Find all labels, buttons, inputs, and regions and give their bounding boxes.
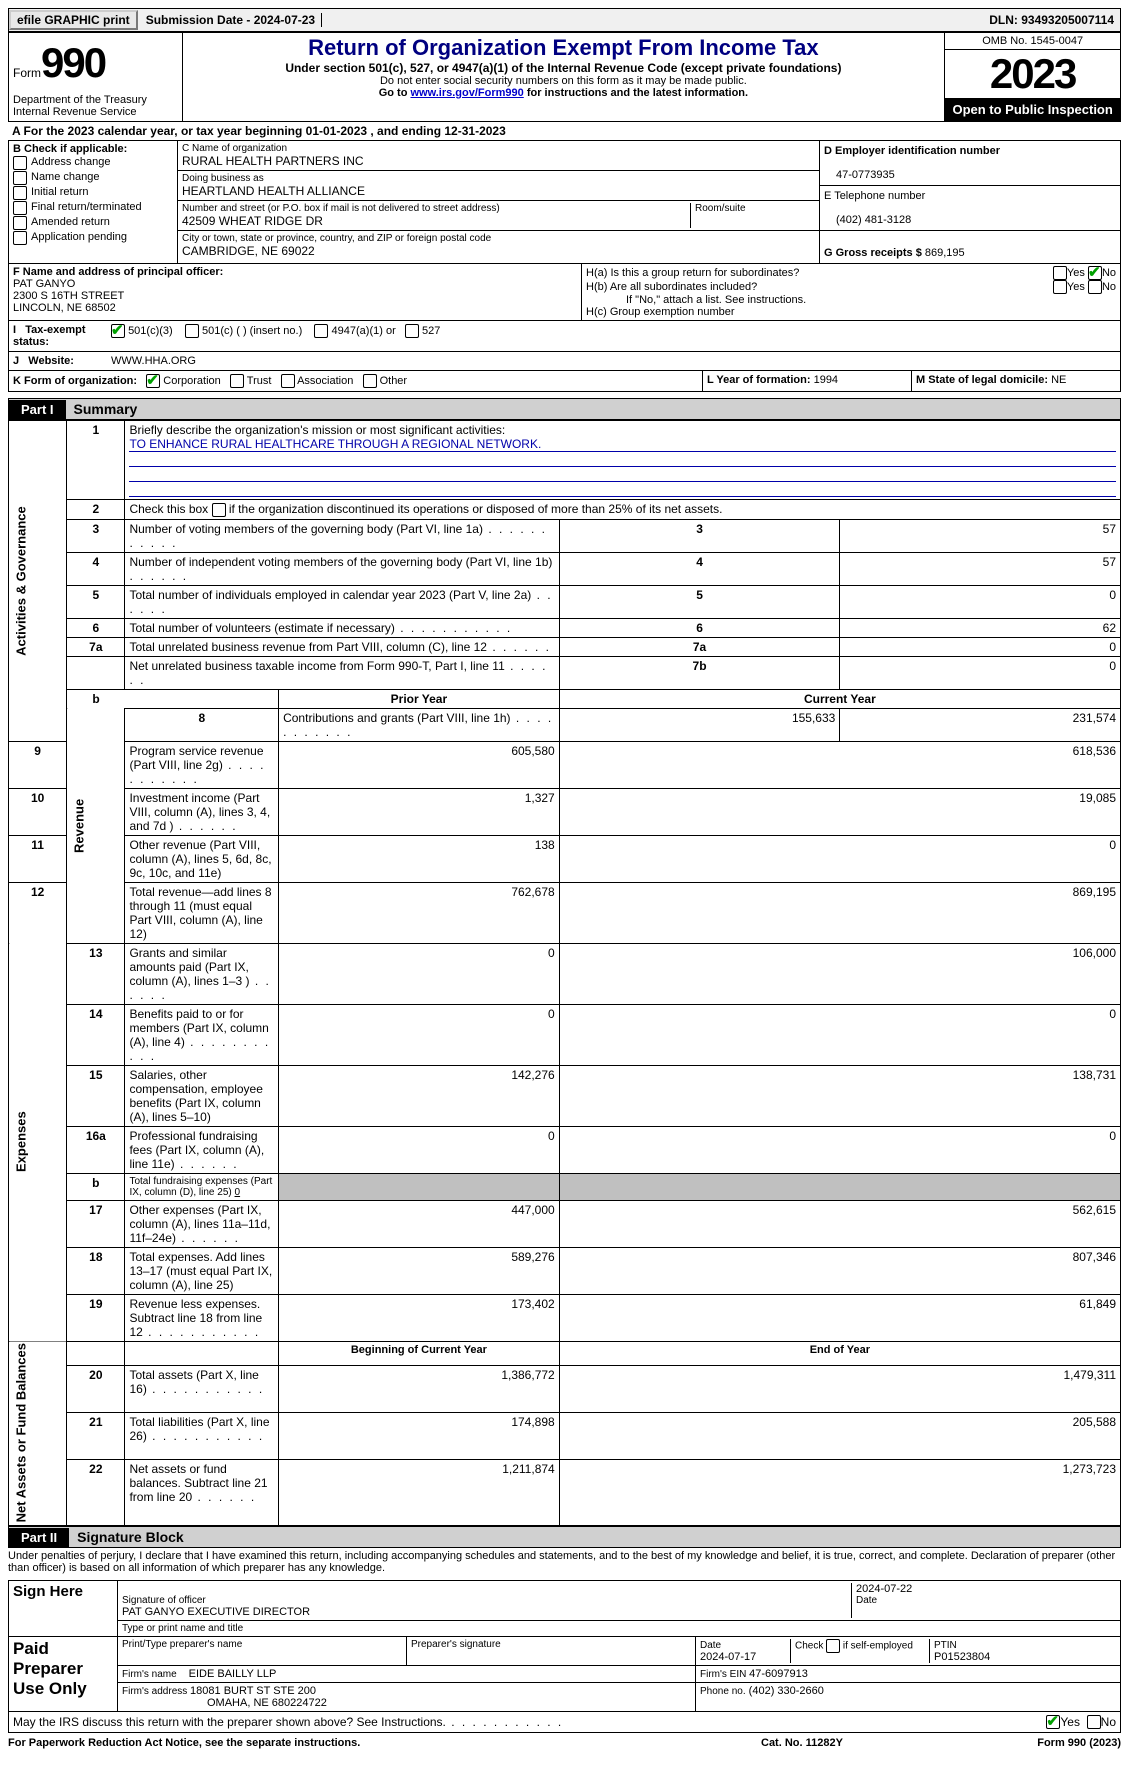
- cb-other[interactable]: [363, 374, 377, 388]
- cb-address-change[interactable]: [13, 156, 27, 170]
- cb-app-pending[interactable]: [13, 231, 27, 245]
- form-title: Return of Organization Exempt From Incom…: [187, 35, 941, 61]
- box-j-label: J Website:: [9, 352, 107, 370]
- box-l: L Year of formation: 1994: [702, 371, 911, 391]
- cb-amended[interactable]: [13, 216, 27, 230]
- efile-print-button[interactable]: efile GRAPHIC print: [9, 10, 138, 30]
- section-b-c: B Check if applicable: Address change Na…: [8, 141, 1121, 264]
- section-net: Net Assets or Fund Balances: [9, 1341, 67, 1525]
- section-exp: Expenses: [9, 943, 67, 1341]
- cb-assoc[interactable]: [281, 374, 295, 388]
- dept-treasury: Department of the TreasuryInternal Reven…: [9, 92, 183, 122]
- cb-ha-no[interactable]: [1088, 266, 1102, 280]
- box-g: G Gross receipts $ 869,195: [820, 231, 1120, 263]
- cb-initial-return[interactable]: [13, 186, 27, 200]
- org-dba: HEARTLAND HEALTH ALLIANCE: [182, 184, 815, 198]
- line-a-tax-year: A For the 2023 calendar year, or tax yea…: [8, 122, 1121, 141]
- website: WWW.HHA.ORG: [107, 352, 1120, 370]
- box-e: E Telephone number (402) 481-3128: [820, 186, 1120, 231]
- section-gov: Activities & Governance: [9, 421, 67, 742]
- cb-527[interactable]: [405, 324, 419, 338]
- cb-discuss-yes[interactable]: [1046, 1715, 1060, 1729]
- cb-hb-yes[interactable]: [1053, 280, 1067, 294]
- omb-number: OMB No. 1545-0047: [945, 33, 1120, 50]
- box-c: C Name of organization RURAL HEALTH PART…: [178, 141, 819, 263]
- signature-block: Sign Here 2024-07-22 Signature of office…: [8, 1580, 1121, 1712]
- cb-self-employed[interactable]: [826, 1639, 840, 1653]
- cb-trust[interactable]: [230, 374, 244, 388]
- form-header: Form990 Return of Organization Exempt Fr…: [8, 32, 1121, 122]
- cb-4947[interactable]: [314, 324, 328, 338]
- box-d: D Employer identification number 47-0773…: [820, 141, 1120, 186]
- org-street: 42509 WHEAT RIDGE DR: [182, 214, 686, 228]
- cb-discuss-no[interactable]: [1087, 1715, 1101, 1729]
- cb-501c[interactable]: [185, 324, 199, 338]
- cb-501c3[interactable]: [111, 324, 125, 338]
- box-i-label: I Tax-exempt status:: [9, 321, 107, 351]
- tax-year: 2023: [945, 50, 1120, 98]
- form-number: Form990: [13, 35, 178, 87]
- top-toolbar: efile GRAPHIC print Submission Date - 20…: [8, 8, 1121, 32]
- page-footer: For Paperwork Reduction Act Notice, see …: [8, 1737, 1121, 1749]
- penalty-text: Under penalties of perjury, I declare th…: [8, 1548, 1121, 1576]
- dln-number: DLN: 93493205007114: [983, 13, 1120, 27]
- part1-header: Part I Summary: [8, 398, 1121, 420]
- submission-date: Submission Date - 2024-07-23: [140, 13, 322, 27]
- cb-name-change[interactable]: [13, 171, 27, 185]
- discuss-line: May the IRS discuss this return with the…: [8, 1712, 1121, 1733]
- instr-goto: Go to www.irs.gov/Form990 for instructio…: [187, 87, 941, 99]
- paid-preparer-label: Paid Preparer Use Only: [9, 1637, 118, 1712]
- irs-link[interactable]: www.irs.gov/Form990: [410, 87, 523, 99]
- cb-ha-yes[interactable]: [1053, 266, 1067, 280]
- form-subtitle: Under section 501(c), 527, or 4947(a)(1)…: [187, 61, 941, 75]
- cb-corp[interactable]: [146, 374, 160, 388]
- org-city: CAMBRIDGE, NE 69022: [182, 244, 815, 258]
- mission-text: TO ENHANCE RURAL HEALTHCARE THROUGH A RE…: [129, 437, 1116, 452]
- box-b: B Check if applicable: Address change Na…: [9, 141, 178, 263]
- box-m: M State of legal domicile: NE: [911, 371, 1120, 391]
- open-public-badge: Open to Public Inspection: [945, 98, 1120, 121]
- section-rev: Revenue: [67, 708, 125, 943]
- cb-discontinued[interactable]: [212, 503, 226, 517]
- box-h: H(a) Is this a group return for subordin…: [581, 264, 1120, 320]
- part2-header: Part II Signature Block: [8, 1526, 1121, 1548]
- instr-ssn: Do not enter social security numbers on …: [187, 75, 941, 87]
- org-name: RURAL HEALTH PARTNERS INC: [182, 154, 815, 168]
- box-f: F Name and address of principal officer:…: [9, 264, 581, 320]
- cb-final-return[interactable]: [13, 201, 27, 215]
- box-k: K Form of organization: Corporation Trus…: [9, 371, 702, 391]
- summary-table: Activities & Governance 1 Briefly descri…: [8, 420, 1121, 1526]
- cb-hb-no[interactable]: [1088, 280, 1102, 294]
- sign-here-label: Sign Here: [9, 1581, 118, 1637]
